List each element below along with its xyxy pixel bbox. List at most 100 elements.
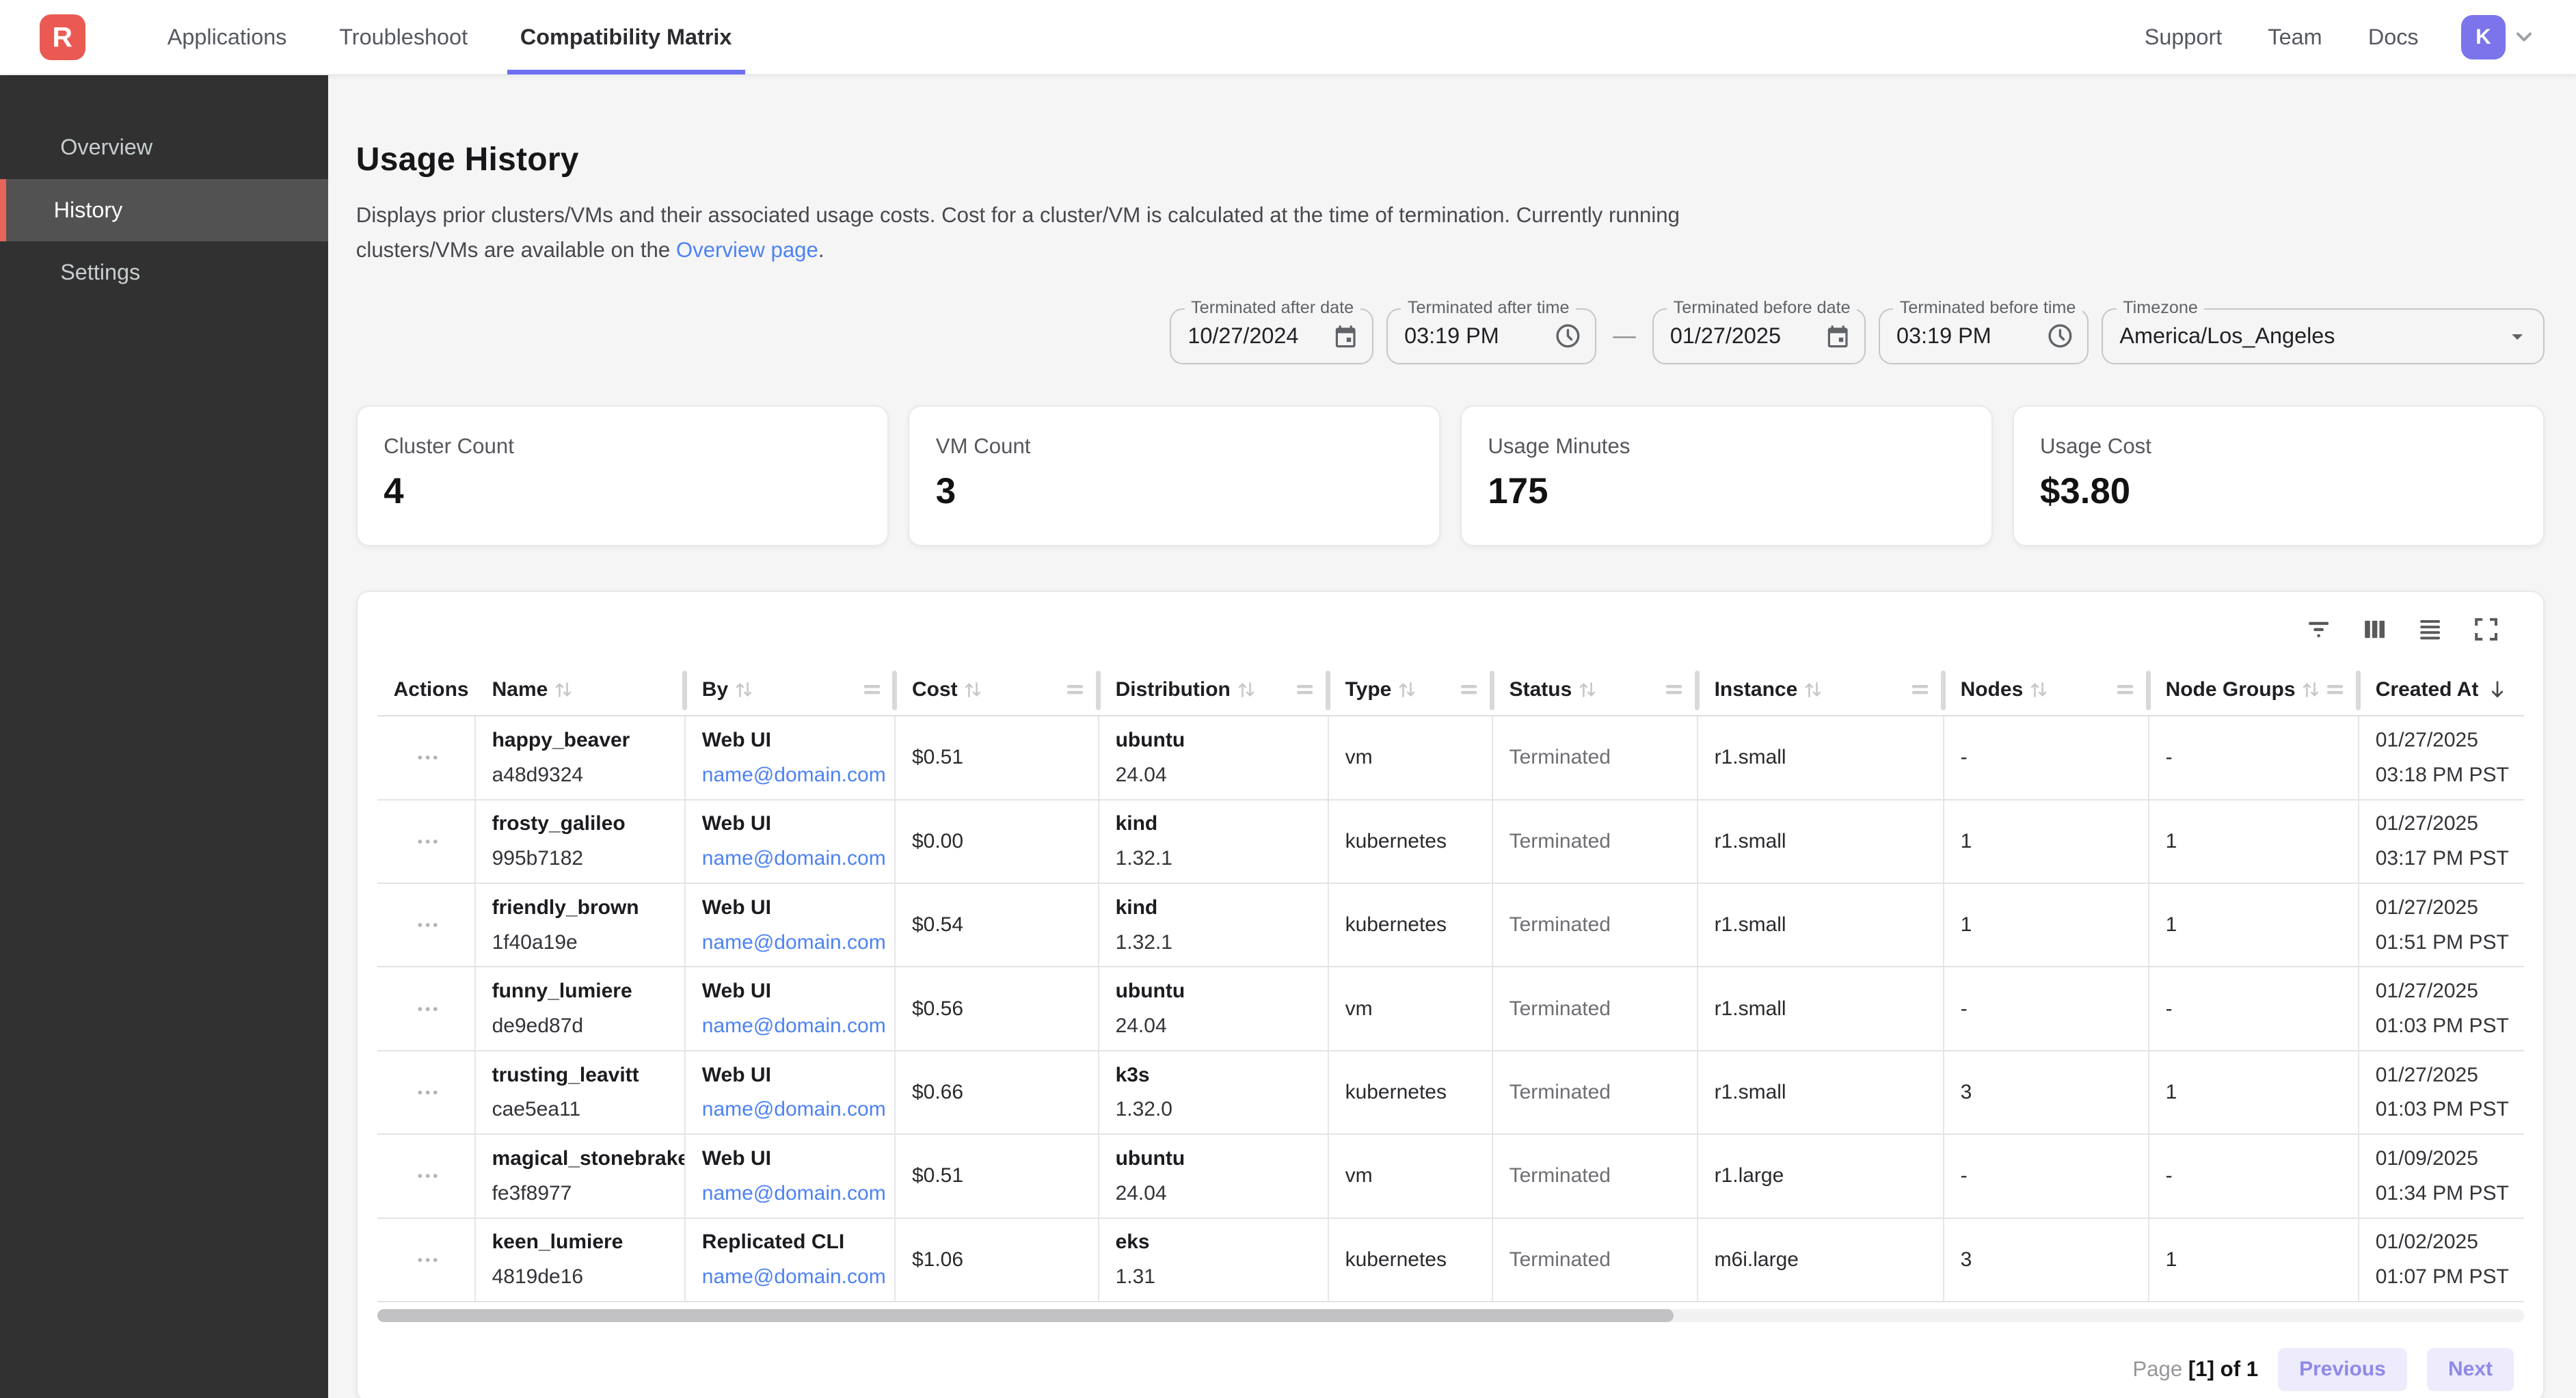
horizontal-scrollbar-thumb[interactable] [377, 1308, 1674, 1322]
row-actions-button[interactable]: ••• [417, 832, 441, 850]
terminated-after-date-field[interactable]: Terminated after date 10/27/2024 [1170, 298, 1373, 364]
cell-created-at: 01/27/2025 01:51 PM PST [2375, 896, 2509, 954]
overview-page-link[interactable]: Overview page [675, 237, 818, 262]
column-header-status[interactable]: Status [1489, 664, 1698, 715]
nav-applications[interactable]: Applications [167, 24, 287, 49]
caret-down-icon[interactable] [2504, 323, 2530, 349]
column-header-nodes[interactable]: Nodes [1940, 664, 2149, 715]
terminated-before-time-field[interactable]: Terminated before time 03:19 PM [1879, 298, 2089, 364]
table-row: ••• funny_lumiere de9ed87d Web UI name@domai… [377, 967, 2524, 1051]
cell-type: vm [1329, 716, 1493, 799]
density-icon[interactable] [2415, 615, 2445, 644]
cell-type: kubernetes [1329, 883, 1493, 967]
replicated-logo[interactable]: R [39, 14, 85, 60]
stat-card-vm-count: VM Count 3 [908, 405, 1441, 546]
cell-name: friendly_brown 1f40a19e [476, 883, 686, 967]
nav-team[interactable]: Team [2268, 24, 2322, 49]
filter-icon[interactable] [2304, 615, 2333, 644]
row-actions-button[interactable]: ••• [417, 749, 441, 766]
cell-cost: $0.54 [896, 883, 1099, 967]
cell-instance: r1.small [1698, 1051, 1944, 1134]
column-header-distribution[interactable]: Distribution [1095, 664, 1329, 715]
columns-icon[interactable] [2360, 615, 2389, 644]
clock-icon[interactable] [2046, 322, 2074, 350]
cell-nodes: 3 [1944, 1218, 2149, 1301]
column-header-name[interactable]: Name [476, 664, 686, 715]
column-header-instance[interactable]: Instance [1694, 664, 1944, 715]
row-actions-button[interactable]: ••• [417, 916, 441, 934]
calendar-icon[interactable] [1332, 323, 1358, 349]
email-link[interactable]: name@domain.com [701, 763, 886, 786]
cell-name: frosty_galileo 995b7182 [476, 800, 686, 883]
table-row: ••• magical_stonebraker fe3f8977 Web UI name… [377, 1135, 2524, 1219]
row-actions-button[interactable]: ••• [417, 1250, 441, 1268]
cell-by: Web UI name@domain.com [686, 883, 896, 967]
cell-status: Terminated [1493, 1218, 1698, 1301]
cell-type: vm [1329, 1135, 1493, 1218]
column-header-created-at[interactable]: Created At [2355, 664, 2527, 715]
calendar-icon[interactable] [1825, 323, 1851, 349]
column-header-cost[interactable]: Cost [892, 664, 1099, 715]
avatar[interactable]: K [2461, 14, 2506, 59]
cell-type: vm [1329, 967, 1493, 1050]
row-actions-button[interactable]: ••• [417, 1083, 441, 1101]
chevron-down-icon[interactable] [2512, 25, 2536, 49]
page-indicator: Page [1] of 1 [2132, 1357, 2259, 1382]
cell-nodes: 3 [1944, 1051, 2149, 1134]
row-actions-button[interactable]: ••• [417, 999, 441, 1017]
cell-nodes: 1 [1944, 800, 2149, 883]
nav-docs[interactable]: Docs [2367, 24, 2419, 49]
cell-created-at: 01/27/2025 01:03 PM PST [2375, 1063, 2509, 1121]
cell-nodes: - [1944, 1135, 2149, 1218]
column-header-by[interactable]: By [682, 664, 896, 715]
cell-by: Web UI name@domain.com [686, 800, 896, 883]
stat-card-cluster-count: Cluster Count 4 [355, 405, 889, 546]
nav-troubleshoot[interactable]: Troubleshoot [339, 24, 468, 49]
email-link[interactable]: name@domain.com [701, 930, 886, 954]
cell-instance: r1.large [1698, 1135, 1944, 1218]
cell-distribution: ubuntu 24.04 [1099, 967, 1329, 1050]
fullscreen-icon[interactable] [2471, 615, 2501, 644]
email-link[interactable]: name@domain.com [701, 1181, 886, 1205]
cell-created-at: 01/27/2025 01:03 PM PST [2375, 980, 2509, 1037]
cell-cost: $0.51 [896, 1135, 1099, 1218]
table-row: ••• friendly_brown 1f40a19e Web UI name@doma… [377, 883, 2524, 968]
cell-cost: $1.06 [896, 1218, 1099, 1301]
stat-card-usage-cost: Usage Cost $3.80 [2012, 405, 2545, 546]
terminated-after-time-field[interactable]: Terminated after time 03:19 PM [1386, 298, 1597, 364]
cell-status: Terminated [1493, 967, 1698, 1050]
timezone-select[interactable]: Timezone America/Los_Angeles [2102, 298, 2545, 364]
row-actions-button[interactable]: ••• [417, 1167, 441, 1185]
nav-compatibility-matrix[interactable]: Compatibility Matrix [507, 0, 745, 75]
nav-support[interactable]: Support [2144, 24, 2223, 49]
cell-type: kubernetes [1329, 800, 1493, 883]
sidebar-item-settings[interactable]: Settings [60, 259, 141, 284]
status-badge: Terminated [1509, 829, 1611, 852]
cell-by: Web UI name@domain.com [686, 1135, 896, 1218]
clock-icon[interactable] [1554, 322, 1582, 350]
sidebar-item-history[interactable]: History [0, 178, 328, 241]
cell-by: Web UI name@domain.com [686, 1051, 896, 1134]
cell-nodes: - [1944, 967, 2149, 1050]
cell-node-groups: 1 [2149, 1051, 2359, 1134]
next-page-button[interactable]: Next [2426, 1348, 2514, 1391]
email-link[interactable]: name@domain.com [701, 1265, 886, 1289]
email-link[interactable]: name@domain.com [701, 1014, 886, 1037]
primary-nav: Applications Troubleshoot Compatibility … [141, 0, 757, 75]
email-link[interactable]: name@domain.com [701, 847, 886, 870]
email-link[interactable]: name@domain.com [701, 1098, 886, 1121]
cell-status: Terminated [1493, 1135, 1698, 1218]
cell-status: Terminated [1493, 1051, 1698, 1134]
cell-distribution: kind 1.32.1 [1099, 800, 1329, 883]
table-row: ••• keen_lumiere 4819de16 Replicated CLI nam… [377, 1218, 2524, 1302]
sidebar-item-overview[interactable]: Overview [60, 135, 153, 160]
cell-cost: $0.56 [896, 967, 1099, 1050]
cell-node-groups: - [2149, 967, 2359, 1050]
terminated-before-date-field[interactable]: Terminated before date 01/27/2025 [1652, 298, 1866, 364]
column-header-type[interactable]: Type [1325, 664, 1493, 715]
cell-status: Terminated [1493, 800, 1698, 883]
cell-by: Web UI name@domain.com [686, 716, 896, 799]
previous-page-button[interactable]: Previous [2277, 1348, 2408, 1391]
column-header-node-groups[interactable]: Node Groups [2145, 664, 2359, 715]
horizontal-scrollbar-track [377, 1308, 2524, 1322]
